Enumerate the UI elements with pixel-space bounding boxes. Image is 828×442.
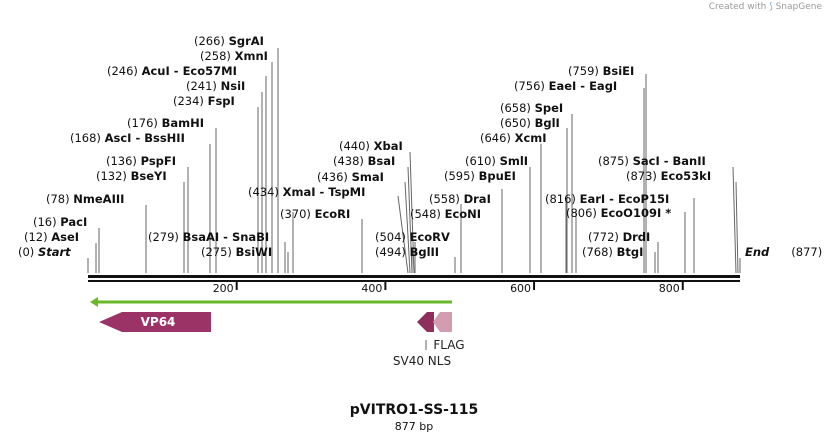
site-smai: (436) SmaI (317, 170, 384, 184)
site-xbai: (440) XbaI (339, 139, 403, 153)
site-xcmi: (646) XcmI (480, 131, 547, 145)
site-eari: (816) EarI - EcoP15I (545, 192, 669, 206)
tick-label: 400 (361, 282, 382, 295)
orf-arrow (90, 297, 452, 307)
plasmid-name: pVITRO1-SS-115 (349, 402, 479, 418)
site-bglii: (494) BglII (375, 245, 439, 259)
credit-brand: SnapGene (775, 2, 822, 12)
snapgene-logo-icon: ⟆ (769, 2, 773, 12)
end-label: End (877) (745, 245, 822, 259)
site-bsaai: (279) BsaAI - SnaBI (148, 230, 269, 244)
site-ecori: (370) EcoRI (280, 207, 350, 221)
snapgene-credit: Created with ⟆ SnapGene (709, 2, 822, 12)
site-asci: (168) AscI - BssHII (70, 131, 185, 145)
tick-label: 200 (213, 282, 234, 295)
site-ecorv: (504) EcoRV (375, 230, 450, 244)
flag-label: FLAG (433, 338, 464, 352)
site-bpuei: (595) BpuEI (444, 169, 516, 183)
site-eaei: (756) EaeI - EagI (514, 79, 617, 93)
site-xmai: (434) XmaI - TspMI (248, 185, 365, 199)
site-bgli: (650) BglI (500, 116, 560, 130)
sv40-nls-feature: SV40 NLS (393, 312, 451, 368)
site-nmeaiii: (78) NmeAIII (46, 192, 124, 206)
right-site-labels: (756) EaeI - EagI (759) BsiEI (875) SacI… (514, 64, 711, 259)
credit-prefix: Created with (708, 2, 767, 12)
site-ecoo109i: (806) EcoO109I * (566, 206, 671, 220)
site-bamhi: (176) BamHI (127, 116, 204, 130)
site-smli: (610) SmlI (465, 154, 528, 168)
tick-label: 800 (659, 282, 680, 295)
left-site-labels: (0) Start (12) AseI (16) PacI (78) NmeAI… (18, 34, 268, 259)
site-econi: (548) EcoNI (410, 207, 481, 221)
site-btgi: (768) BtgI (582, 245, 643, 259)
site-connectors (87, 48, 741, 274)
vp64-label: VP64 (141, 315, 176, 329)
site-paci: (16) PacI (33, 215, 87, 229)
axis-ticks: 200 400 600 800 (213, 282, 684, 295)
site-bseyi: (132) BseYI (96, 169, 167, 183)
lower-site-labels: (279) BsaAI - SnaBI (275) BsiWI (148, 230, 272, 259)
sv40-nls-label: SV40 NLS (393, 354, 451, 368)
site-sgrai: (266) SgrAI (194, 34, 264, 48)
vp64-feature: VP64 (99, 312, 211, 332)
svg-text:End(877): End (877) (745, 245, 822, 259)
flag-feature: FLAG (433, 312, 465, 352)
site-saci: (875) SacI - BanII (598, 154, 706, 168)
site-eco53ki: (873) Eco53kI (626, 169, 711, 183)
site-asei: (12) AseI (24, 230, 79, 244)
site-drdi: (772) DrdI (588, 230, 650, 244)
site-bsiwi: (275) BsiWI (201, 245, 272, 259)
site-spei: (658) SpeI (500, 101, 563, 115)
site-xmni: (258) XmnI (200, 49, 268, 63)
site-nsii: (241) NsiI (186, 79, 245, 93)
dna-backbone (88, 275, 740, 282)
site-bsai: (438) BsaI (333, 154, 395, 168)
site-fspi: (234) FspI (173, 94, 235, 108)
plasmid-length: 877 bp (394, 420, 434, 433)
mid-site-labels: (370) EcoRI (434) XmaI - TspMI (436) Sma… (248, 101, 563, 259)
site-start: (0) Start (18, 245, 71, 259)
tick-label: 600 (510, 282, 531, 295)
site-pspfi: (136) PspFI (106, 154, 176, 168)
site-acui: (246) AcuI - Eco57MI (107, 64, 237, 78)
site-bsiei: (759) BsiEI (568, 64, 634, 78)
site-drai: (558) DraI (429, 192, 491, 206)
